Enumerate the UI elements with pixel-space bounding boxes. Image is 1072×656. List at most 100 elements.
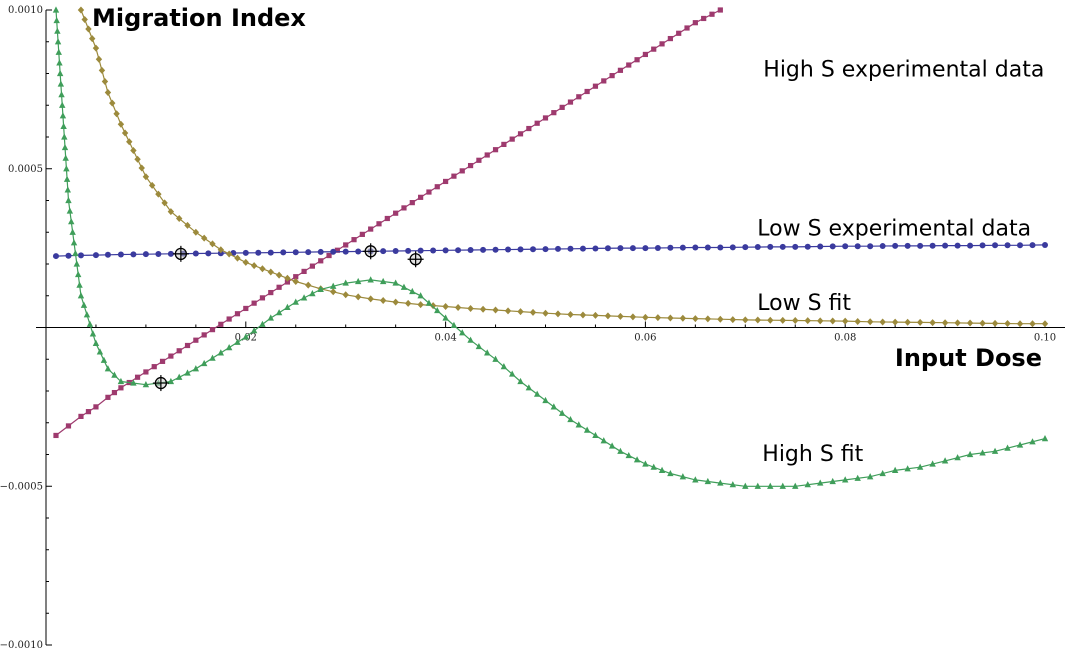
- data-point: [533, 390, 541, 397]
- x-tick-label: 0.10: [1034, 333, 1056, 344]
- data-point: [293, 274, 299, 280]
- data-point: [309, 290, 316, 297]
- data-point: [225, 344, 233, 351]
- data-point: [667, 244, 674, 251]
- data-point: [65, 196, 72, 204]
- data-point: [1004, 320, 1011, 328]
- data-point: [85, 409, 92, 415]
- data-point: [330, 288, 337, 296]
- data-point: [575, 421, 582, 428]
- data-point: [77, 6, 85, 14]
- data-point: [380, 248, 387, 255]
- data-point: [579, 245, 586, 252]
- data-point: [400, 283, 408, 290]
- data-point: [767, 316, 774, 324]
- data-point: [642, 51, 648, 58]
- data-point: [342, 248, 349, 255]
- series-diamond: [77, 6, 1049, 328]
- data-point: [650, 463, 657, 470]
- data-point: [355, 248, 362, 255]
- data-point: [550, 403, 558, 410]
- data-point: [96, 348, 104, 355]
- data-point: [367, 295, 374, 303]
- data-point: [501, 141, 507, 148]
- data-point: [992, 242, 999, 249]
- data-point: [255, 249, 262, 256]
- data-point: [56, 59, 63, 66]
- data-point: [284, 279, 291, 285]
- data-point: [251, 300, 257, 306]
- data-point: [467, 304, 474, 312]
- data-point: [242, 258, 249, 266]
- data-point: [601, 78, 607, 84]
- data-point: [792, 482, 799, 489]
- data-point: [879, 318, 886, 326]
- data-point: [184, 369, 191, 376]
- data-point: [73, 260, 81, 267]
- data-point: [250, 262, 258, 270]
- data-point: [98, 66, 106, 74]
- data-point: [842, 317, 849, 325]
- data-point: [92, 252, 99, 259]
- data-point: [280, 249, 287, 256]
- series-annotation: Low S fit: [757, 291, 851, 316]
- data-point: [284, 274, 291, 282]
- data-point: [276, 284, 282, 290]
- data-point: [242, 249, 249, 256]
- data-point: [426, 189, 432, 195]
- data-point: [292, 298, 299, 305]
- data-point: [767, 243, 774, 250]
- data-point: [492, 355, 499, 362]
- data-point: [891, 466, 899, 473]
- data-point: [916, 318, 924, 326]
- data-point: [275, 309, 283, 316]
- data-point: [1041, 320, 1049, 328]
- data-point: [55, 48, 62, 55]
- data-point: [109, 99, 116, 107]
- intersection-markers: [152, 243, 424, 392]
- data-point: [342, 279, 349, 286]
- data-point: [117, 377, 125, 385]
- data-point: [729, 316, 737, 324]
- series-square: [53, 7, 723, 439]
- data-point: [659, 41, 665, 47]
- data-point: [317, 285, 324, 292]
- data-point: [979, 449, 986, 456]
- data-point: [904, 465, 911, 472]
- data-point: [608, 442, 616, 449]
- data-point: [467, 336, 474, 343]
- data-point: [576, 94, 582, 100]
- data-point: [558, 409, 566, 416]
- data-point: [176, 214, 183, 222]
- data-point: [200, 359, 208, 367]
- data-point: [667, 469, 674, 477]
- data-point: [704, 315, 712, 323]
- data-point: [467, 162, 474, 169]
- data-point: [130, 146, 137, 154]
- series-layer: [52, 6, 1049, 489]
- data-point: [368, 226, 374, 232]
- data-point: [77, 252, 84, 259]
- data-point: [579, 311, 587, 319]
- series-circle: [52, 241, 1048, 260]
- data-point: [684, 25, 690, 31]
- data-point: [617, 67, 624, 73]
- data-point: [330, 248, 337, 255]
- data-point: [509, 136, 515, 142]
- data-point: [111, 389, 118, 396]
- data-point: [1016, 441, 1024, 448]
- data-point: [459, 329, 466, 336]
- data-point: [69, 228, 76, 235]
- data-point: [184, 221, 191, 229]
- data-point: [829, 243, 836, 250]
- data-point: [318, 258, 324, 264]
- data-point: [62, 154, 69, 161]
- data-point: [70, 239, 78, 246]
- data-point: [954, 319, 961, 327]
- data-point: [867, 243, 874, 250]
- data-point: [284, 303, 291, 310]
- data-point: [209, 240, 216, 248]
- data-point: [134, 155, 141, 163]
- data-point: [417, 292, 424, 299]
- data-point: [167, 250, 174, 257]
